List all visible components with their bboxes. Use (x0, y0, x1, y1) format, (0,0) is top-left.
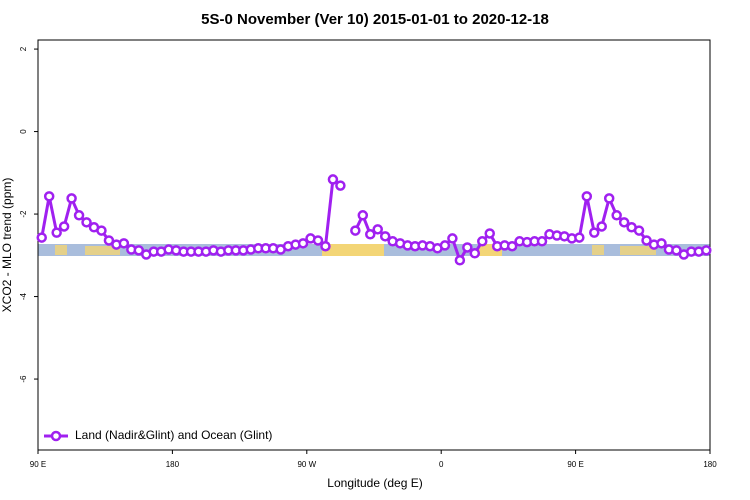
point (327, 174, 339, 185)
point (469, 247, 481, 259)
point (641, 235, 652, 246)
point (618, 217, 630, 228)
y-tick-label: 0 (19, 129, 28, 134)
x-tick-label: 90 W (297, 460, 316, 469)
point (656, 238, 667, 249)
point (379, 231, 391, 242)
point (73, 210, 85, 221)
point (603, 193, 615, 204)
point (96, 225, 107, 236)
x-tick-label: 90 E (30, 460, 46, 469)
plot-frame (37, 39, 711, 451)
point (454, 255, 466, 266)
point (320, 240, 331, 252)
x-tick-label: 0 (439, 460, 444, 469)
point (312, 235, 324, 246)
point (51, 227, 62, 238)
point (581, 191, 593, 202)
x-axis-label: Longitude (deg E) (327, 476, 422, 490)
y-tick-label: -4 (19, 292, 28, 300)
point (103, 235, 115, 246)
y-tick-label: -2 (19, 210, 28, 218)
y-axis-label: XCO2 - MLO trend (ppm) (0, 178, 14, 313)
point (350, 225, 361, 236)
point (118, 238, 130, 249)
point (462, 242, 473, 253)
point (36, 232, 47, 243)
point (81, 217, 92, 228)
point (357, 210, 369, 221)
point (701, 245, 712, 256)
y-tick-label: 2 (19, 46, 28, 51)
point (66, 193, 77, 204)
point (335, 180, 346, 191)
point (58, 221, 70, 232)
point (43, 191, 55, 202)
legend-marker (50, 430, 62, 442)
point (671, 245, 682, 256)
y-tick-label: -6 (19, 375, 28, 383)
point (484, 228, 495, 239)
point (574, 232, 585, 243)
point (611, 210, 622, 221)
point (365, 229, 376, 240)
point (372, 224, 383, 235)
point (133, 245, 145, 256)
x-tick-label: 180 (703, 460, 717, 469)
legend-label: Land (Nadir&Glint) and Ocean (Glint) (75, 428, 272, 442)
x-tick-label: 180 (166, 460, 180, 469)
point (439, 240, 451, 251)
point (633, 225, 645, 236)
point (536, 236, 548, 247)
point (447, 233, 458, 244)
point (596, 221, 607, 232)
point (506, 240, 518, 252)
point (589, 227, 600, 238)
x-tick-label: 90 E (567, 460, 583, 469)
point (297, 238, 309, 249)
point (477, 236, 488, 247)
chart-title: 5S-0 November (Ver 10) 2015-01-01 to 202… (201, 11, 549, 28)
